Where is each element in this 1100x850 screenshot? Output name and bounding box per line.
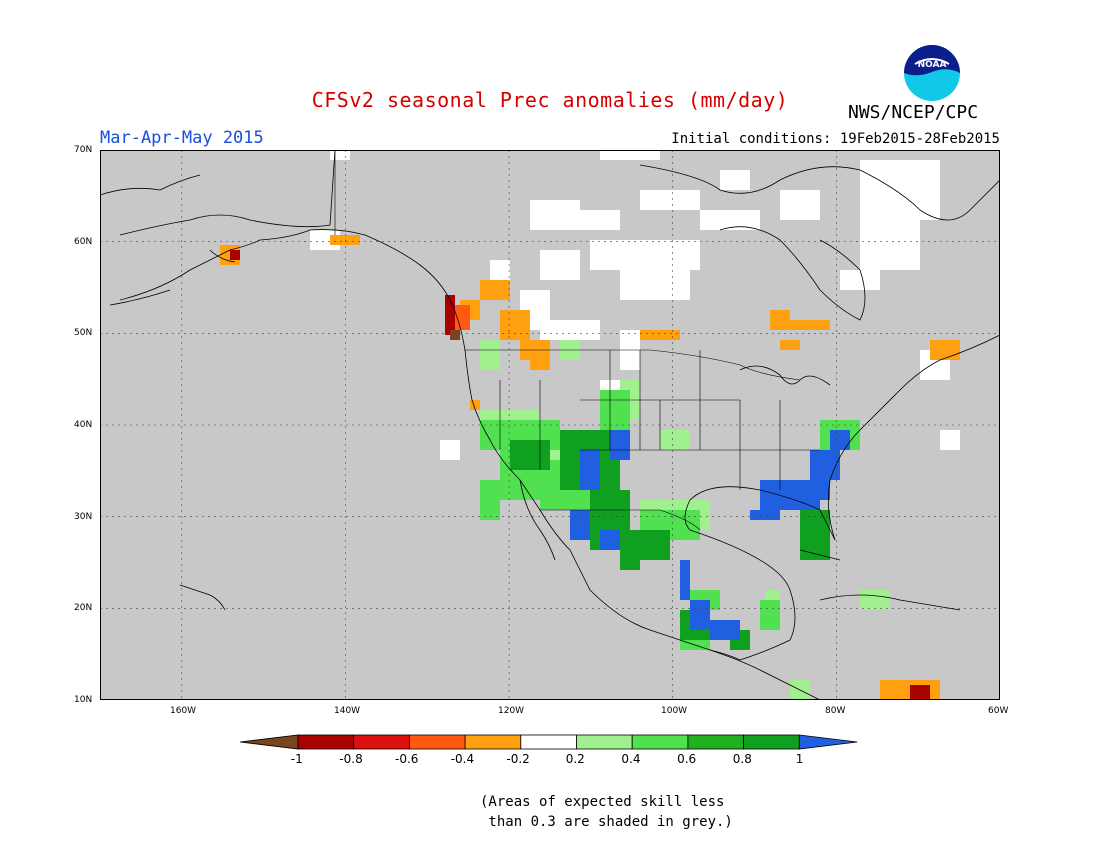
noaa-logo-icon: NOAA <box>895 42 969 108</box>
lon-label: 160W <box>170 706 197 716</box>
legend-tick-label: -0.2 <box>506 752 530 766</box>
lat-label: 40N <box>74 420 93 430</box>
skill-note-line: than 0.3 are shaded in grey.) <box>480 814 733 830</box>
lat-label: 70N <box>74 145 93 155</box>
svg-text:NOAA: NOAA <box>918 60 947 70</box>
skill-note: (Areas of expected skill less than 0.3 a… <box>480 792 733 832</box>
lat-label: 30N <box>74 512 93 522</box>
legend-tick-label: -0.8 <box>339 752 363 766</box>
legend-tick-label: 1 <box>795 752 804 766</box>
neutral-patches <box>310 150 960 520</box>
legend-swatch <box>297 734 355 750</box>
lon-label: 120W <box>498 706 525 716</box>
map-frame <box>100 150 1000 700</box>
legend-colorbar <box>240 734 858 750</box>
organization-label: NWS/NCEP/CPC <box>848 102 979 123</box>
legend-swatch <box>687 734 744 750</box>
lat-label: 50N <box>74 328 93 338</box>
legend-arrow-high <box>798 734 858 750</box>
legend-tick-label: 0.4 <box>621 752 641 766</box>
legend-tick-label: 0.2 <box>565 752 585 766</box>
lat-label: 10N <box>74 695 93 705</box>
legend-tick-label: 0.6 <box>677 752 697 766</box>
blue-patches <box>570 430 850 640</box>
legend-swatch <box>464 734 522 750</box>
legend-tick-label: -0.6 <box>395 752 419 766</box>
lon-label: 60W <box>988 706 1009 716</box>
legend-tick-label: 0.8 <box>732 752 752 766</box>
legend-swatch <box>520 734 577 750</box>
lat-label: 20N <box>74 603 93 613</box>
legend-tick-label: -1 <box>290 752 303 766</box>
legend-swatch <box>353 734 410 750</box>
skill-note-line: (Areas of expected skill less <box>480 794 725 810</box>
lon-label: 140W <box>334 706 361 716</box>
lon-label: 100W <box>661 706 688 716</box>
anomaly-patches <box>220 150 960 700</box>
legend-arrow-low <box>240 734 299 750</box>
lat-lon-grid <box>100 150 1000 700</box>
legend-swatch <box>408 734 466 750</box>
legend-tick-label: -0.4 <box>450 752 475 766</box>
legend-swatch <box>576 734 633 750</box>
chart-title: CFSv2 seasonal Prec anomalies (mm/day) <box>311 88 789 112</box>
political-borders <box>334 150 820 531</box>
lat-label: 60N <box>74 237 93 247</box>
anomaly-map <box>100 150 1000 700</box>
legend-swatch <box>743 734 800 750</box>
lon-label: 80W <box>825 706 846 716</box>
initial-conditions-label: Initial conditions: 19Feb2015-28Feb2015 <box>671 131 1000 147</box>
legend-swatch <box>631 734 689 750</box>
season-label: Mar-Apr-May 2015 <box>100 128 264 148</box>
dark-red-patches <box>230 250 930 700</box>
brown-patches <box>450 330 460 340</box>
